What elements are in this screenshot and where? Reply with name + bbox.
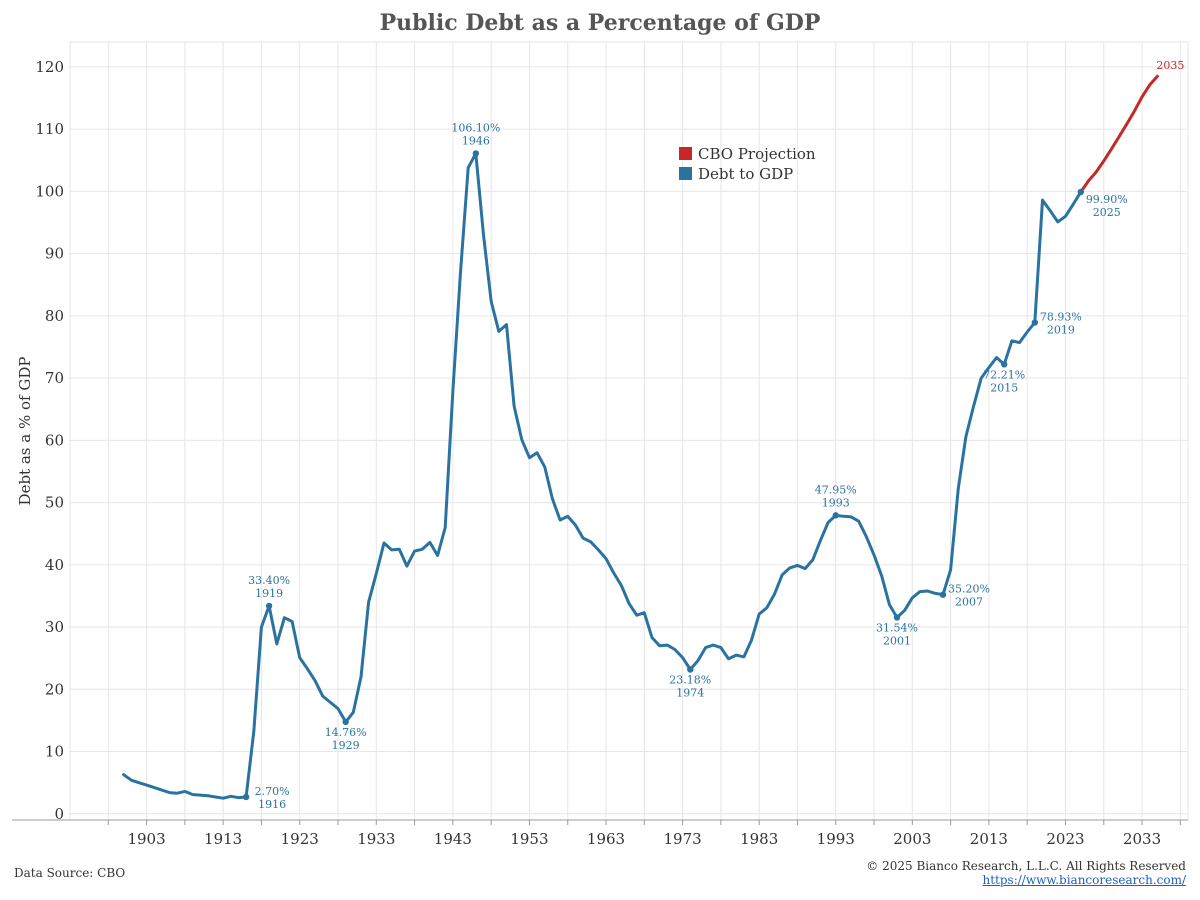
x-tick-label: 2033: [1123, 830, 1161, 848]
y-tick-label: 10: [45, 743, 64, 761]
website-link[interactable]: https://www.biancoresearch.com/: [982, 873, 1186, 887]
legend-label: CBO Projection: [698, 145, 816, 163]
annotation-point: [832, 512, 839, 519]
x-tick-label: 1933: [357, 830, 395, 848]
annotation-value: 33.40%: [248, 574, 290, 587]
x-tick-label: 1913: [204, 830, 242, 848]
annotation-value: 106.10%: [451, 121, 500, 134]
annotation-point: [939, 591, 947, 598]
x-tick-label: 2023: [1046, 830, 1084, 848]
grid-lines: [69, 41, 1189, 821]
x-tick-label: 1963: [587, 830, 625, 848]
y-tick-label: 120: [35, 58, 64, 76]
y-tick-label: 0: [54, 805, 64, 823]
y-tick-label: 30: [45, 618, 64, 636]
series-line-debt-to-gdp: [122, 151, 1083, 800]
annotation-year: 1929: [332, 739, 360, 752]
y-tick-label: 60: [45, 431, 64, 449]
y-tick-label: 100: [35, 182, 64, 200]
x-tick-label: 1923: [281, 830, 319, 848]
annotation-point: [687, 666, 694, 673]
annotation-point: [1001, 361, 1008, 368]
series-line-cbo-projection: [1079, 74, 1159, 194]
annotation-value: 2.70%: [255, 785, 290, 798]
annotation-value: 23.18%: [669, 674, 711, 687]
x-tick-label: 2013: [970, 830, 1008, 848]
annotations: 2.70%1916 33.40%1919 14.76%1929 106.10%1946…: [242, 59, 1184, 811]
y-axis: 0 10 20 30 40 50 60 70 80 90 100 110 120: [35, 58, 64, 823]
annotation-point: [1077, 188, 1084, 196]
x-axis: 1903 1913 1923 1933 1943 1953 1963 1973 1983 1993…: [12, 819, 1188, 848]
data-source: Data Source: CBO: [14, 866, 126, 880]
series-lines: [122, 74, 1159, 800]
annotation-year: 2035: [1156, 59, 1184, 72]
legend: CBO Projection Debt to GDP: [679, 145, 816, 183]
annotation-year: 1919: [255, 587, 283, 600]
annotation-value: 14.76%: [325, 726, 367, 739]
annotation-year: 2007: [955, 596, 983, 609]
plot-area: [69, 41, 1189, 821]
y-tick-label: 70: [45, 369, 64, 387]
legend-label: Debt to GDP: [698, 165, 793, 183]
legend-swatch: [679, 167, 692, 180]
x-tick-label: 1903: [127, 830, 165, 848]
x-tick-label: 1993: [817, 830, 855, 848]
annotation-year: 2019: [1047, 324, 1075, 337]
annotation-year: 2001: [883, 634, 911, 647]
annotation-point: [265, 602, 273, 610]
annotation-year: 2025: [1093, 206, 1121, 219]
annotation-value: 72.21%: [983, 368, 1025, 381]
x-tick-label: 1943: [434, 830, 472, 848]
chart-title: Public Debt as a Percentage of GDP: [379, 10, 821, 36]
annotation-point: [342, 718, 349, 726]
copyright: © 2025 Bianco Research, L.L.C. All Right…: [866, 859, 1186, 873]
y-tick-label: 80: [45, 307, 64, 325]
x-tick-label: 1973: [664, 830, 702, 848]
y-tick-label: 110: [35, 120, 64, 138]
annotation-point: [242, 793, 250, 801]
annotation-point: [893, 614, 901, 621]
y-tick-label: 40: [45, 556, 64, 574]
y-tick-label: 90: [45, 245, 64, 263]
y-tick-label: 50: [45, 494, 64, 512]
legend-swatch: [679, 147, 692, 160]
annotation-year: 1916: [258, 798, 286, 811]
annotation-year: 1974: [676, 687, 704, 700]
annotation-value: 99.90%: [1086, 193, 1128, 206]
annotation-value: 31.54%: [876, 621, 918, 634]
annotation-value: 35.20%: [948, 583, 990, 596]
annotation-point: [1031, 319, 1039, 326]
y-axis-label: Debt as a % of GDP: [16, 357, 34, 506]
annotation-year: 1993: [822, 496, 850, 509]
x-tick-label: 1953: [510, 830, 548, 848]
annotation-year: 2015: [990, 381, 1018, 394]
annotation-value: 78.93%: [1040, 311, 1082, 324]
y-tick-label: 20: [45, 680, 64, 698]
x-tick-label: 2003: [893, 830, 931, 848]
annotation-point: [472, 150, 480, 157]
x-tick-label: 1983: [740, 830, 778, 848]
annotation-year: 1946: [462, 134, 490, 147]
annotation-value: 47.95%: [815, 483, 857, 496]
